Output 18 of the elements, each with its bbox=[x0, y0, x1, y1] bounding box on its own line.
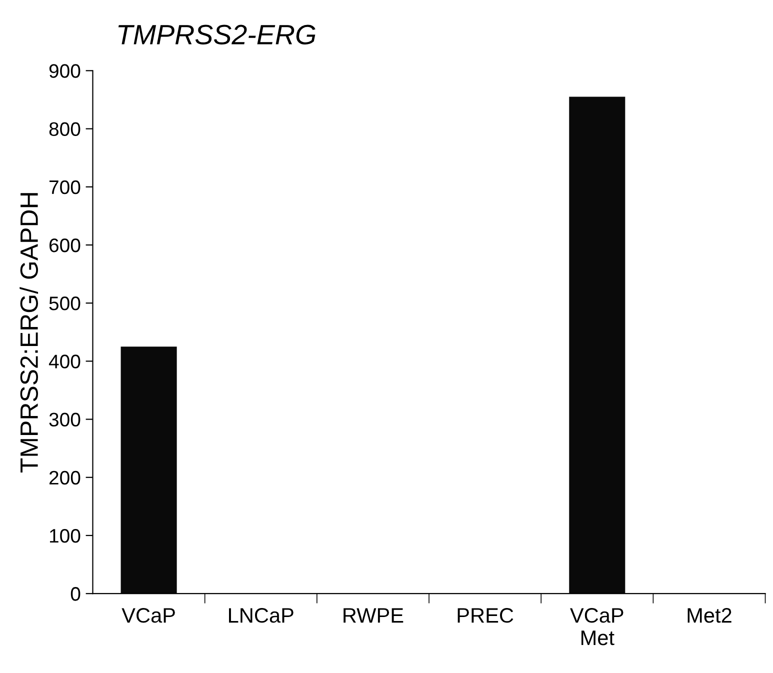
y-tick-label: 900 bbox=[49, 64, 80, 78]
y-tick-label: 800 bbox=[49, 122, 80, 136]
y-tick-label: 400 bbox=[48, 354, 80, 368]
y-tick-label: 700 bbox=[50, 180, 80, 194]
y-tick-label: 500 bbox=[49, 296, 80, 310]
x-tick-label: VCaP Met bbox=[570, 608, 624, 646]
x-tick-label: LNCaP bbox=[229, 608, 294, 623]
x-tick-label: PREC bbox=[458, 608, 514, 623]
x-tick-label: RWPE bbox=[344, 608, 404, 623]
y-tick-label: 100 bbox=[50, 528, 80, 543]
x-tick-label: VCaP bbox=[122, 608, 175, 623]
y-axis-title: TMPRSS2:ERG/ GAPDH bbox=[20, 193, 38, 473]
y-tick-label: 0 bbox=[70, 587, 80, 601]
y-tick-label: 600 bbox=[50, 238, 80, 252]
y-tick-label: 200 bbox=[49, 470, 80, 485]
y-tick-label: 300 bbox=[49, 412, 80, 427]
chart-title: TMPRSS2-ERG bbox=[118, 24, 316, 44]
x-tick-label: Met2 bbox=[688, 608, 732, 623]
